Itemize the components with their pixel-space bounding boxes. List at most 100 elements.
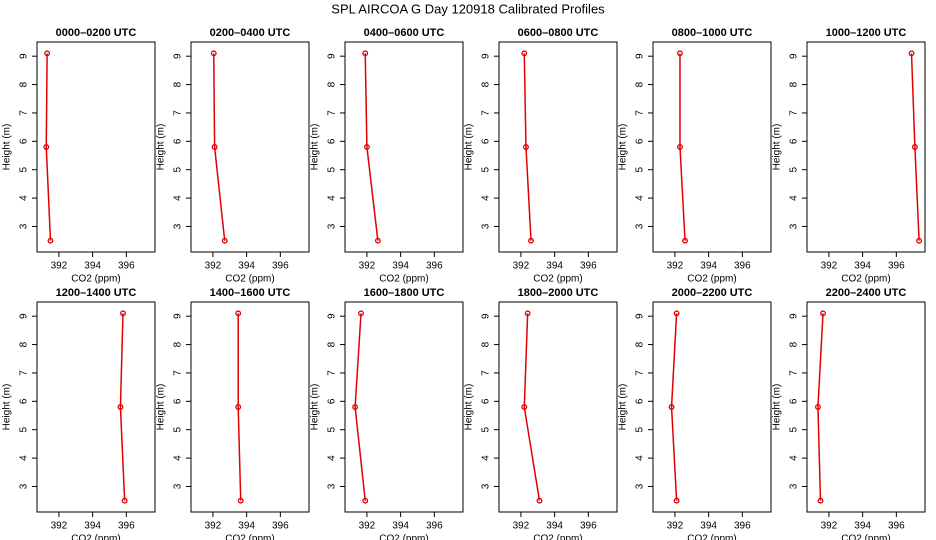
x-tick-label: 394 (854, 261, 871, 272)
y-tick-label: 7 (173, 370, 184, 376)
y-tick-label: 4 (481, 195, 492, 201)
x-tick-label: 392 (205, 521, 222, 532)
y-tick-label: 9 (481, 313, 492, 319)
y-tick-label: 4 (789, 195, 800, 201)
x-axis-label: CO2 (ppm) (225, 534, 274, 540)
y-tick-label: 6 (635, 138, 646, 144)
y-tick-label: 7 (789, 110, 800, 116)
x-tick-label: 396 (272, 261, 289, 272)
profile-point (358, 310, 364, 317)
y-tick-label: 5 (327, 166, 338, 172)
y-axis-label: Height (m) (464, 384, 475, 431)
y-tick-label: 6 (481, 138, 492, 144)
x-axis-label: CO2 (ppm) (533, 274, 582, 285)
x-tick-label: 396 (580, 521, 597, 532)
plot-frame (344, 301, 464, 513)
panel-title: 1600–1800 UTC (364, 287, 445, 299)
panel-title: 0200–0400 UTC (210, 27, 291, 39)
x-tick-label: 392 (513, 261, 530, 272)
y-axis-label: Height (m) (2, 124, 13, 171)
plot-frame (190, 301, 310, 513)
x-tick-label: 396 (272, 521, 289, 532)
y-tick-label: 6 (635, 398, 646, 404)
y-tick-label: 3 (327, 223, 338, 229)
y-tick-label: 7 (789, 370, 800, 376)
y-tick-label: 3 (19, 223, 30, 229)
y-tick-label: 8 (481, 341, 492, 347)
y-tick-label: 8 (635, 81, 646, 87)
plot-frame (36, 301, 156, 513)
x-tick-label: 396 (888, 261, 905, 272)
y-axis-label: Height (m) (310, 124, 321, 171)
y-axis-label: Height (m) (772, 384, 783, 431)
profile-point (682, 237, 688, 244)
x-axis-label: CO2 (ppm) (71, 534, 120, 540)
profile-line (910, 53, 920, 241)
y-tick-label: 5 (19, 426, 30, 432)
profile-point (668, 404, 675, 410)
y-tick-label: 3 (789, 483, 800, 489)
plot-frame (652, 41, 772, 253)
y-tick-label: 4 (635, 455, 646, 461)
y-tick-label: 6 (173, 138, 184, 144)
profile-point (677, 144, 683, 150)
profile-point (820, 310, 826, 317)
y-tick-label: 4 (327, 455, 338, 461)
y-tick-label: 6 (789, 398, 800, 404)
x-tick-label: 392 (513, 521, 530, 532)
x-tick-label: 392 (359, 261, 376, 272)
x-tick-label: 396 (426, 261, 443, 272)
profile-point (47, 237, 54, 244)
profile-point (44, 50, 51, 57)
y-tick-label: 5 (635, 166, 646, 172)
y-tick-label: 3 (327, 483, 338, 489)
x-tick-label: 396 (734, 261, 751, 272)
plot-frame (498, 301, 618, 513)
profile-point (43, 144, 50, 150)
profile-line (670, 313, 678, 501)
y-axis-label: Height (m) (464, 124, 475, 171)
x-tick-label: 396 (426, 521, 443, 532)
y-tick-label: 7 (327, 110, 338, 116)
x-tick-label: 394 (700, 521, 717, 532)
y-tick-label: 7 (173, 110, 184, 116)
profile-point (524, 310, 531, 317)
y-tick-label: 4 (173, 455, 184, 461)
x-tick-label: 394 (238, 261, 255, 272)
y-axis-label: Height (m) (772, 124, 783, 171)
profile-point (121, 497, 128, 504)
y-tick-label: 8 (789, 81, 800, 87)
profile-point (362, 497, 369, 504)
y-tick-label: 3 (481, 483, 492, 489)
y-axis-label: Height (m) (156, 384, 167, 431)
profile-line (119, 313, 126, 501)
x-tick-label: 394 (546, 261, 563, 272)
y-tick-label: 3 (173, 483, 184, 489)
plot-frame (36, 41, 156, 253)
profile-point (235, 404, 242, 410)
profile-point (237, 497, 244, 504)
profile-line (679, 53, 686, 241)
y-tick-label: 4 (173, 195, 184, 201)
y-tick-label: 8 (173, 81, 184, 87)
y-axis-label: Height (m) (618, 384, 629, 431)
profile-point (221, 237, 228, 244)
y-tick-label: 8 (635, 341, 646, 347)
profile-line (237, 313, 242, 501)
y-tick-label: 4 (19, 195, 30, 201)
x-tick-label: 394 (854, 521, 871, 532)
profile-point (235, 310, 242, 317)
profile-point (528, 237, 534, 244)
panel-title: 2200–2400 UTC (826, 287, 907, 299)
y-tick-label: 6 (173, 398, 184, 404)
x-tick-label: 396 (580, 261, 597, 272)
y-tick-label: 6 (19, 398, 30, 404)
y-tick-label: 3 (789, 223, 800, 229)
plot-frame (344, 41, 464, 253)
x-axis-label: CO2 (ppm) (687, 274, 736, 285)
y-tick-label: 6 (327, 398, 338, 404)
y-tick-label: 5 (173, 166, 184, 172)
profile-point (536, 497, 543, 504)
profile-point (363, 144, 370, 150)
